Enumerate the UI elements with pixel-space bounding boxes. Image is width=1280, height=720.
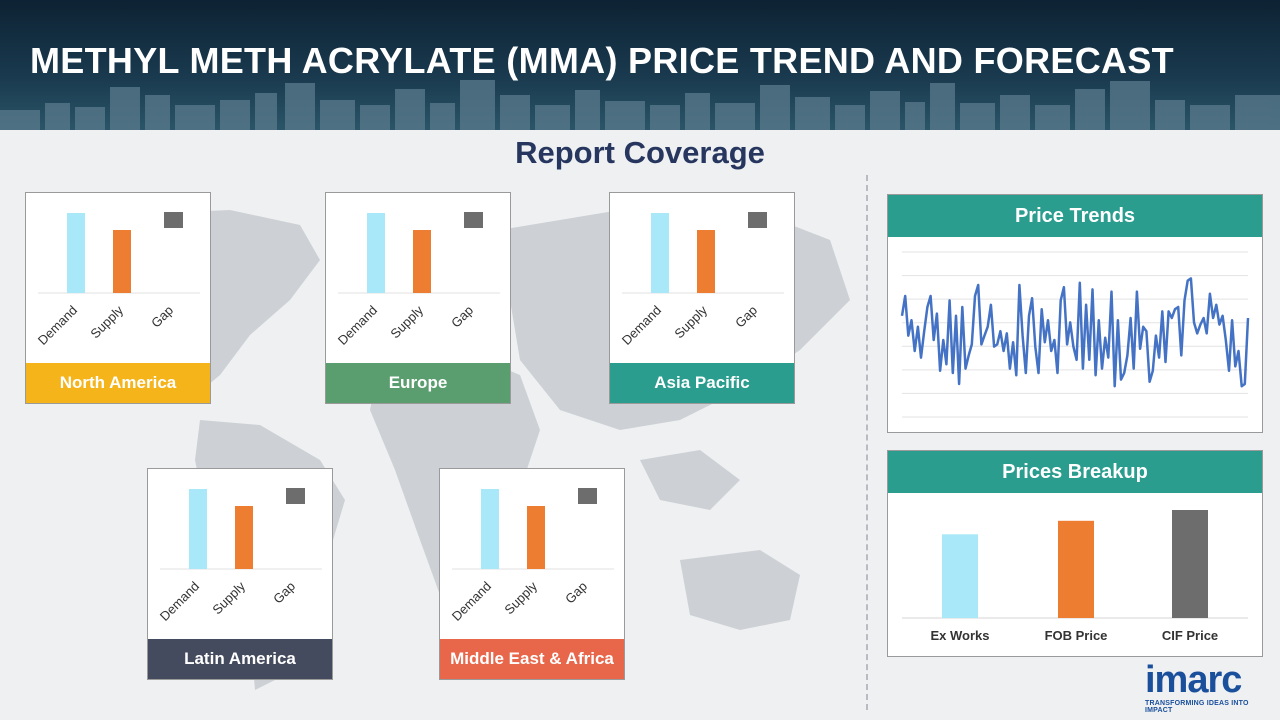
region-card-latin-america: Demand Supply Gap Latin America bbox=[147, 468, 333, 680]
panel-title: Price Trends bbox=[888, 195, 1262, 237]
region-bar-chart: Demand Supply Gap bbox=[619, 212, 784, 348]
gap-tick-label: Gap bbox=[148, 303, 176, 331]
region-bar-chart: Demand Supply Gap bbox=[157, 488, 322, 624]
city-skyline-graphic bbox=[0, 80, 1280, 130]
demand-bar bbox=[67, 213, 85, 293]
supply-tick-label: Supply bbox=[87, 302, 126, 341]
region-bar-chart: Demand Supply Gap bbox=[335, 212, 500, 348]
demand-bar bbox=[189, 489, 207, 569]
price-trend-line-chart bbox=[900, 251, 1250, 418]
demand-bar bbox=[651, 213, 669, 293]
fob-price-tick-label: FOB Price bbox=[1045, 628, 1108, 643]
gap-tick-label: Gap bbox=[562, 579, 590, 607]
region-card-europe: Demand Supply Gap Europe bbox=[325, 192, 511, 404]
price-trends-panel: Price Trends bbox=[887, 194, 1263, 433]
demand-tick-label: Demand bbox=[449, 579, 494, 624]
section-title: Report Coverage bbox=[515, 135, 765, 170]
legend-gap-swatch bbox=[286, 488, 305, 504]
supply-tick-label: Supply bbox=[671, 302, 710, 341]
region-card-middle-east-africa: Demand Supply Gap Middle East & Africa bbox=[439, 468, 625, 680]
supply-tick-label: Supply bbox=[501, 578, 540, 617]
demand-tick-label: Demand bbox=[35, 303, 80, 348]
cif-price-bar bbox=[1172, 510, 1208, 618]
region-card-asia-pacific: Demand Supply Gap Asia Pacific bbox=[609, 192, 795, 404]
legend-gap-swatch bbox=[464, 212, 483, 228]
prices-breakup-bar-chart: Ex Works FOB Price CIF Price bbox=[902, 510, 1248, 643]
supply-bar bbox=[697, 230, 715, 293]
supply-bar bbox=[527, 506, 545, 569]
supply-tick-label: Supply bbox=[209, 578, 248, 617]
prices-breakup-panel: Prices Breakup Ex Works FOB Price CIF Pric… bbox=[887, 450, 1263, 657]
page-title: METHYL METH ACRYLATE (MMA) PRICE TREND A… bbox=[30, 40, 1174, 81]
demand-tick-label: Demand bbox=[335, 303, 380, 348]
legend-gap-swatch bbox=[578, 488, 597, 504]
region-card-north-america: Demand Supply Gap North America bbox=[25, 192, 211, 404]
region-label: Europe bbox=[326, 363, 510, 403]
gap-tick-label: Gap bbox=[270, 579, 298, 607]
supply-bar bbox=[413, 230, 431, 293]
supply-bar bbox=[113, 230, 131, 293]
legend-gap-swatch bbox=[164, 212, 183, 228]
supply-tick-label: Supply bbox=[387, 302, 426, 341]
logo-wordmark: imarc bbox=[1145, 659, 1242, 701]
region-label: Middle East & Africa bbox=[440, 639, 624, 679]
demand-tick-label: Demand bbox=[619, 303, 664, 348]
section-divider bbox=[866, 175, 868, 710]
region-label: Asia Pacific bbox=[610, 363, 794, 403]
imarc-logo: imarc TRANSFORMING IDEAS INTO IMPACT bbox=[1145, 660, 1275, 720]
legend-gap-swatch bbox=[748, 212, 767, 228]
region-bar-chart: Demand Supply Gap bbox=[35, 212, 200, 348]
fob-price-bar bbox=[1058, 520, 1094, 618]
demand-bar bbox=[481, 489, 499, 569]
gap-tick-label: Gap bbox=[732, 303, 760, 331]
panel-title: Prices Breakup bbox=[888, 451, 1262, 493]
region-label: North America bbox=[26, 363, 210, 403]
logo-tagline: TRANSFORMING IDEAS INTO IMPACT bbox=[1145, 700, 1249, 714]
ex-works-bar bbox=[942, 534, 978, 618]
header-banner: METHYL METH ACRYLATE (MMA) PRICE TREND A… bbox=[0, 0, 1280, 130]
ex-works-tick-label: Ex Works bbox=[930, 628, 989, 643]
supply-bar bbox=[235, 506, 253, 569]
price-trend-line bbox=[900, 277, 1250, 388]
demand-tick-label: Demand bbox=[157, 579, 202, 624]
region-label: Latin America bbox=[148, 639, 332, 679]
gap-tick-label: Gap bbox=[448, 303, 476, 331]
cif-price-tick-label: CIF Price bbox=[1162, 628, 1218, 643]
region-bar-chart: Demand Supply Gap bbox=[449, 488, 614, 624]
demand-bar bbox=[367, 213, 385, 293]
